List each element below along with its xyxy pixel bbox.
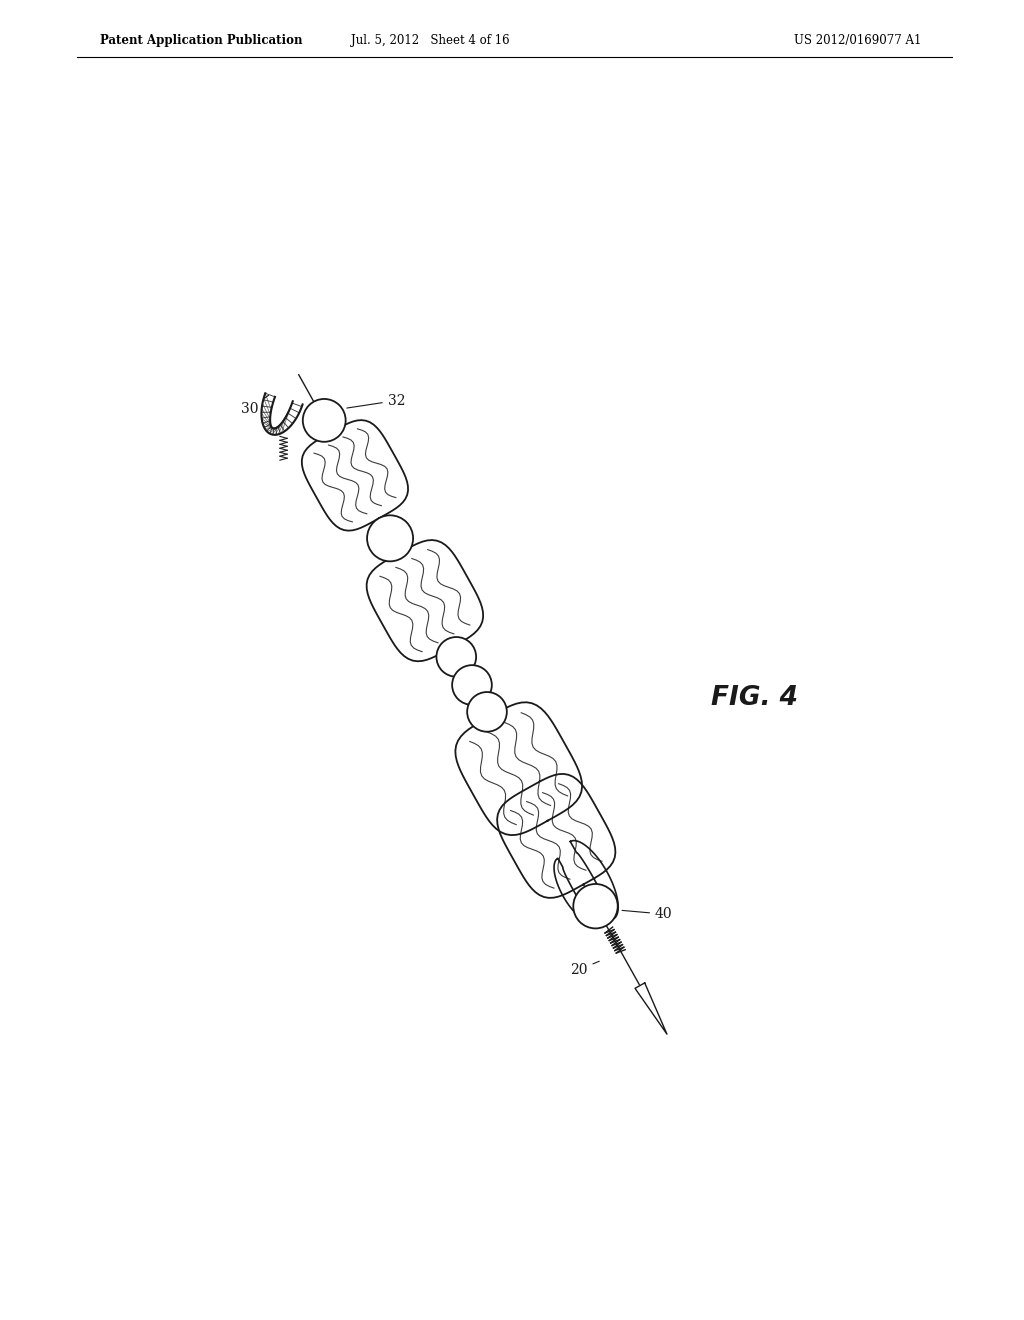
Text: Jul. 5, 2012   Sheet 4 of 16: Jul. 5, 2012 Sheet 4 of 16 — [351, 34, 509, 48]
Text: 20: 20 — [570, 961, 599, 977]
Polygon shape — [497, 774, 615, 898]
Polygon shape — [302, 420, 408, 531]
Circle shape — [467, 692, 507, 731]
Circle shape — [367, 515, 413, 561]
Text: 30: 30 — [242, 395, 268, 416]
Text: 40: 40 — [623, 907, 673, 921]
Text: US 2012/0169077 A1: US 2012/0169077 A1 — [795, 34, 922, 48]
Polygon shape — [570, 841, 618, 919]
Polygon shape — [387, 566, 437, 648]
Polygon shape — [635, 983, 667, 1034]
Circle shape — [303, 399, 346, 442]
Circle shape — [573, 884, 617, 928]
Polygon shape — [367, 540, 483, 661]
Polygon shape — [518, 807, 570, 878]
Text: 32: 32 — [347, 393, 406, 408]
Circle shape — [436, 638, 476, 677]
Text: FIG. 4: FIG. 4 — [712, 685, 799, 711]
Polygon shape — [540, 780, 600, 879]
Polygon shape — [493, 710, 574, 812]
Polygon shape — [476, 731, 531, 821]
Polygon shape — [554, 858, 593, 921]
Polygon shape — [319, 444, 366, 520]
Polygon shape — [342, 426, 394, 512]
Circle shape — [453, 665, 492, 705]
Text: Patent Application Publication: Patent Application Publication — [100, 34, 303, 48]
Polygon shape — [456, 702, 582, 836]
Polygon shape — [261, 393, 302, 434]
Polygon shape — [410, 546, 467, 642]
